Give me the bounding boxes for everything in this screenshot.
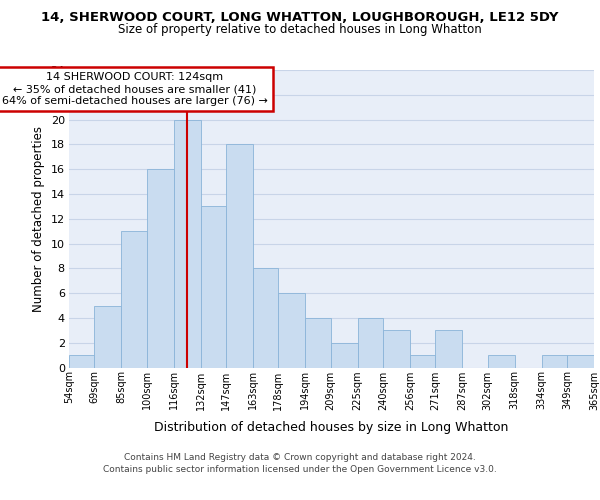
- Bar: [331, 342, 358, 367]
- Bar: [146, 169, 173, 368]
- Bar: [226, 144, 253, 368]
- Bar: [410, 355, 436, 368]
- X-axis label: Distribution of detached houses by size in Long Whatton: Distribution of detached houses by size …: [154, 421, 509, 434]
- Bar: [278, 293, 305, 368]
- Y-axis label: Number of detached properties: Number of detached properties: [32, 126, 45, 312]
- Text: 14 SHERWOOD COURT: 124sqm
← 35% of detached houses are smaller (41)
64% of semi-: 14 SHERWOOD COURT: 124sqm ← 35% of detac…: [2, 72, 268, 106]
- Bar: [383, 330, 410, 368]
- Bar: [542, 355, 567, 368]
- Bar: [121, 231, 146, 368]
- Bar: [173, 120, 200, 368]
- Bar: [567, 355, 594, 368]
- Text: Size of property relative to detached houses in Long Whatton: Size of property relative to detached ho…: [118, 24, 482, 36]
- Text: Contains HM Land Registry data © Crown copyright and database right 2024.: Contains HM Land Registry data © Crown c…: [124, 453, 476, 462]
- Text: 14, SHERWOOD COURT, LONG WHATTON, LOUGHBOROUGH, LE12 5DY: 14, SHERWOOD COURT, LONG WHATTON, LOUGHB…: [41, 11, 559, 24]
- Bar: [253, 268, 278, 368]
- Bar: [488, 355, 515, 368]
- Bar: [305, 318, 331, 368]
- Bar: [94, 306, 121, 368]
- Bar: [436, 330, 463, 368]
- Bar: [200, 206, 226, 368]
- Text: Contains public sector information licensed under the Open Government Licence v3: Contains public sector information licen…: [103, 464, 497, 473]
- Bar: [358, 318, 383, 368]
- Bar: [69, 355, 94, 368]
